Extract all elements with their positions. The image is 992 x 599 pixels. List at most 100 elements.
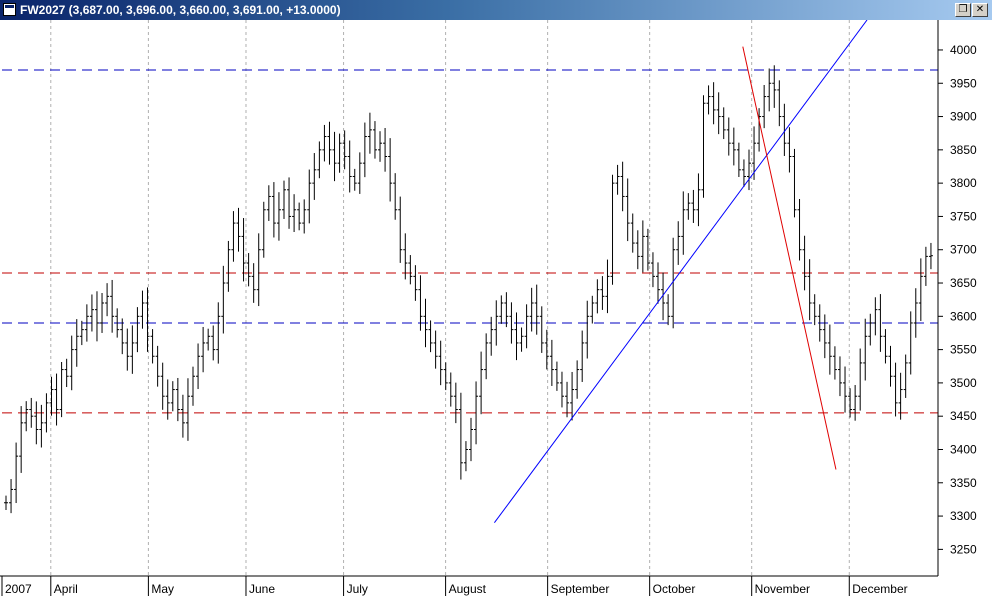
price-chart[interactable]: 3250 3300 3350 3400 3450 3500 3550 3600 3650 3700… (0, 20, 992, 599)
ohlc-bar (469, 417, 473, 462)
close-button[interactable]: ✕ (972, 3, 988, 17)
ohlc-bar (837, 356, 842, 397)
ohlc-bar (54, 373, 59, 426)
ohlc-bar (337, 133, 342, 173)
ohlc-bar (519, 327, 524, 352)
ohlc-bar (302, 199, 307, 234)
ohlc-bar (317, 141, 322, 179)
ohlc-bar (155, 345, 160, 387)
x-tick-label: June (249, 582, 275, 596)
ohlc-bar (605, 259, 610, 314)
ohlc-bar (479, 351, 484, 415)
ohlc-bar (752, 126, 757, 180)
ohlc-bar (49, 376, 54, 416)
ohlc-bar (721, 107, 726, 140)
ohlc-bar (615, 164, 620, 195)
ohlc-bar (559, 371, 564, 408)
y-tick-label: 3350 (950, 476, 977, 490)
ohlc-bar (74, 319, 79, 367)
ohlc-bar (792, 148, 797, 218)
ohlc-bar (736, 142, 741, 178)
ohlc-bars (4, 65, 933, 514)
ohlc-bar (544, 329, 549, 370)
ohlc-bar (711, 82, 716, 125)
ohlc-bar (367, 112, 372, 154)
ohlc-bar (423, 298, 428, 348)
ohlc-bar (489, 316, 494, 356)
ohlc-bar (408, 255, 413, 285)
ohlc-bar (185, 378, 190, 441)
ohlc-bar (352, 168, 357, 191)
ohlc-bar (256, 233, 261, 307)
ohlc-bar (145, 287, 150, 352)
ohlc-bar (4, 495, 8, 510)
ohlc-bar (731, 127, 736, 166)
ohlc-bar (226, 240, 231, 292)
ohlc-bar (120, 318, 125, 355)
ohlc-bar (342, 130, 347, 170)
ohlc-bar (686, 193, 691, 220)
ohlc-bar (69, 335, 74, 391)
ohlc-bar (620, 161, 625, 212)
ohlc-bar (79, 320, 84, 346)
ohlc-bar (378, 131, 383, 162)
ohlc-bar (696, 173, 701, 227)
y-tick-label: 3800 (950, 176, 977, 190)
ohlc-bar (600, 276, 605, 310)
ohlc-bar (307, 169, 312, 224)
ohlc-bar (817, 304, 822, 342)
ohlc-bar (595, 279, 600, 314)
ohlc-bar (858, 348, 863, 411)
ohlc-bar (170, 381, 175, 412)
ohlc-bar (327, 121, 332, 165)
ohlc-bar (524, 304, 529, 349)
title-bar[interactable]: FW2027 (3,687.00, 3,696.00, 3,660.00, 3,… (0, 0, 992, 20)
ohlc-bar (100, 293, 105, 333)
ohlc-bar (762, 84, 767, 129)
ohlc-bar (322, 124, 327, 162)
ohlc-bar (832, 346, 837, 380)
ohlc-bar (534, 284, 539, 335)
ohlc-bar (211, 325, 216, 361)
ohlc-bar (843, 366, 848, 413)
ohlc-bar (797, 198, 802, 261)
x-tick-label: December (852, 582, 907, 596)
ohlc-bar (822, 314, 827, 359)
ohlc-bar (575, 360, 580, 399)
ohlc-bar (529, 287, 534, 332)
y-tick-label: 4000 (950, 43, 977, 57)
ohlc-bar (150, 329, 155, 364)
restore-button[interactable]: ❐ (955, 3, 971, 17)
ohlc-bar (656, 262, 661, 304)
y-tick-label: 3600 (950, 309, 977, 323)
y-tick-label: 3900 (950, 110, 977, 124)
x-tick-label: September (551, 582, 610, 596)
ohlc-bar (827, 324, 832, 375)
ohlc-bar (105, 283, 110, 317)
ohlc-bar (741, 159, 746, 187)
ohlc-bar (691, 189, 696, 223)
ohlc-bar (24, 401, 29, 432)
ohlc-bar (610, 174, 615, 285)
x-tick-label: May (151, 582, 174, 596)
ohlc-bar (347, 140, 352, 193)
x-tick-label: July (347, 582, 368, 596)
ohlc-bar (635, 230, 640, 270)
ohlc-bar (458, 392, 463, 480)
ohlc-bar (418, 275, 423, 331)
ohlc-bar (443, 362, 448, 391)
y-tick-label: 3300 (950, 509, 977, 523)
ohlc-bar (782, 103, 787, 156)
ohlc-bar (196, 343, 201, 390)
ohlc-bar (39, 404, 44, 448)
ohlc-bar (388, 138, 393, 202)
ohlc-bar (883, 329, 888, 364)
ohlc-bar (509, 302, 514, 344)
ohlc-bar (928, 242, 933, 270)
ohlc-bar (640, 220, 645, 273)
ohlc-bar (191, 366, 196, 406)
close-icon: ✕ (975, 4, 985, 15)
ohlc-bar (570, 371, 575, 421)
ohlc-bar (878, 294, 883, 352)
